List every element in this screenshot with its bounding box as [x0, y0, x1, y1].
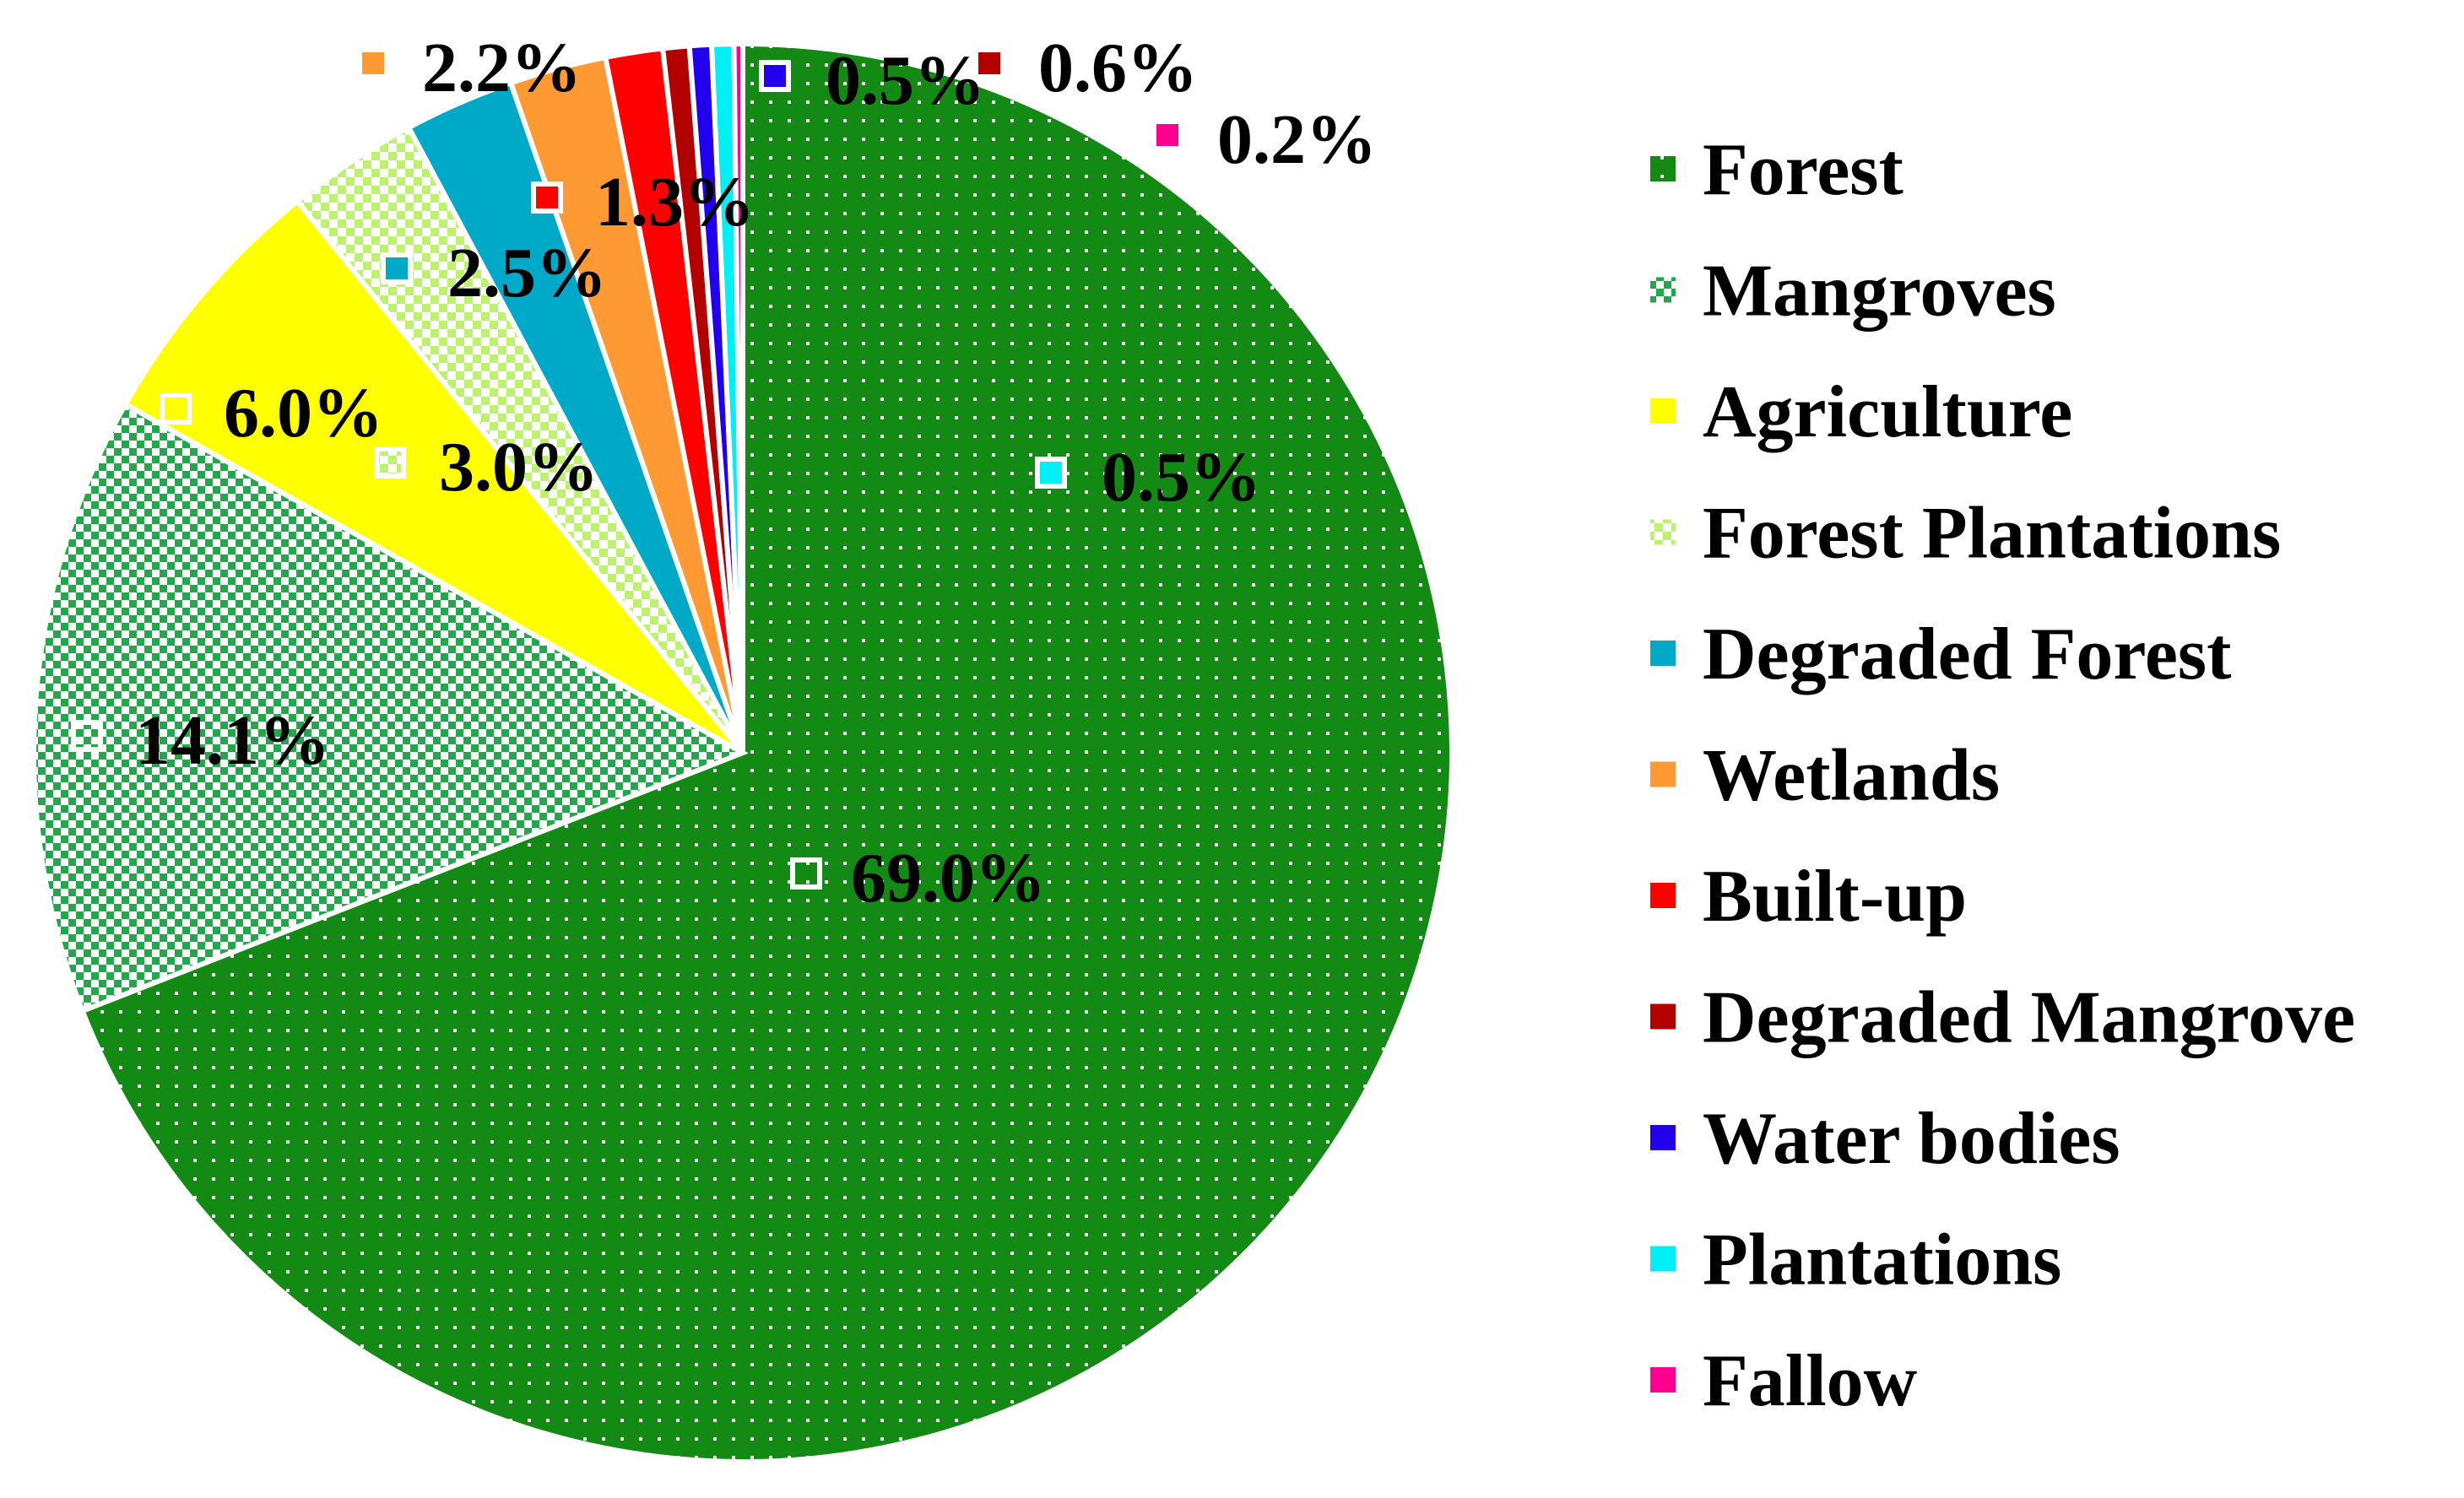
legend-swatch-built-up: [1650, 883, 1676, 908]
legend-swatch-degraded-forest: [1650, 641, 1676, 666]
legend-label-degraded-mangrove: Degraded Mangrove: [1703, 977, 2355, 1059]
data-label-forest: 69.0%: [851, 839, 1046, 917]
legend-label-plantations: Plantations: [1703, 1219, 2061, 1301]
data-label-marker-forest-plantations: [374, 446, 406, 479]
legend-item-wetlands: Wetlands: [1650, 735, 2000, 817]
legend-item-forest-plantations: Forest Plantations: [1650, 493, 2281, 575]
data-label-mangroves: 14.1%: [135, 701, 330, 780]
legend-item-built-up: Built-up: [1650, 856, 1967, 938]
legend: Forest Mangroves Agriculture Forest Plantat…: [1650, 129, 2355, 1422]
legend-label-mangroves: Mangroves: [1703, 251, 2056, 333]
legend-swatch-fallow: [1650, 1367, 1676, 1393]
data-label-degraded-forest: 2.5%: [447, 234, 607, 312]
legend-item-degraded-mangrove: Degraded Mangrove: [1650, 977, 2355, 1059]
legend-item-plantations: Plantations: [1650, 1219, 2061, 1301]
data-label-forest-plantations: 3.0%: [439, 428, 598, 506]
data-label-marker-wetlands: [357, 47, 389, 79]
legend-swatch-wetlands: [1650, 761, 1676, 787]
legend-item-mangroves: Mangroves: [1650, 251, 2056, 333]
legend-swatch-plantations: [1650, 1246, 1676, 1272]
data-label-marker-mangroves: [71, 720, 103, 752]
legend-label-wetlands: Wetlands: [1703, 735, 2000, 817]
legend-swatch-mangroves: [1650, 277, 1676, 303]
data-label-degraded-mangrove: 0.6%: [1038, 29, 1198, 107]
data-label-built-up: 1.3%: [595, 163, 755, 241]
data-label-fallow: 0.2%: [1217, 100, 1377, 179]
legend-label-forest-plantations: Forest Plantations: [1703, 493, 2281, 575]
data-label-marker-fallow: [1151, 119, 1183, 151]
pie-slice-mangroves: [31, 400, 749, 1014]
data-label-marker-degraded-forest: [381, 252, 413, 284]
data-label-water-bodies: 0.5%: [826, 41, 985, 120]
legend-label-forest: Forest: [1703, 129, 1904, 211]
legend-item-water-bodies: Water bodies: [1650, 1098, 2120, 1180]
legend-label-built-up: Built-up: [1703, 856, 1967, 938]
data-label-wetlands: 2.2%: [422, 29, 582, 107]
legend-label-agriculture: Agriculture: [1703, 371, 2072, 453]
legend-swatch-agriculture: [1650, 398, 1676, 424]
legend-label-fallow: Fallow: [1703, 1340, 1918, 1422]
legend-label-water-bodies: Water bodies: [1703, 1098, 2120, 1180]
legend-item-degraded-forest: Degraded Forest: [1650, 614, 2231, 695]
data-label-marker-plantations: [1035, 457, 1067, 489]
data-label-marker-degraded-mangrove: [973, 47, 1005, 79]
pie-slice-forest: [79, 41, 1454, 1464]
legend-label-degraded-forest: Degraded Forest: [1703, 614, 2231, 695]
legend-swatch-forest-plantations: [1650, 519, 1676, 545]
data-label-marker-water-bodies: [759, 60, 791, 92]
data-label-marker-agriculture: [160, 392, 192, 425]
legend-item-forest: Forest: [1650, 129, 1904, 211]
data-label-marker-forest: [790, 857, 822, 890]
pie-slice-fallow: [731, 41, 745, 754]
legend-item-agriculture: Agriculture: [1650, 371, 2072, 453]
legend-swatch-water-bodies: [1650, 1125, 1676, 1150]
data-label-marker-built-up: [531, 181, 563, 214]
data-label-plantations: 0.5%: [1102, 438, 1261, 516]
data-label-agriculture: 6.0%: [224, 374, 383, 452]
legend-swatch-degraded-mangrove: [1650, 1003, 1676, 1030]
legend-swatch-forest: [1650, 156, 1676, 181]
legend-item-fallow: Fallow: [1650, 1340, 1918, 1422]
pie-slice-agriculture: [122, 197, 745, 755]
pie-slices: [31, 41, 1454, 1464]
pie-data-labels: 69.0% 14.1% 6.0% 3.0% 2.5% 2.2%1.3% 0.6% 0.5% 0.…: [71, 29, 1377, 917]
